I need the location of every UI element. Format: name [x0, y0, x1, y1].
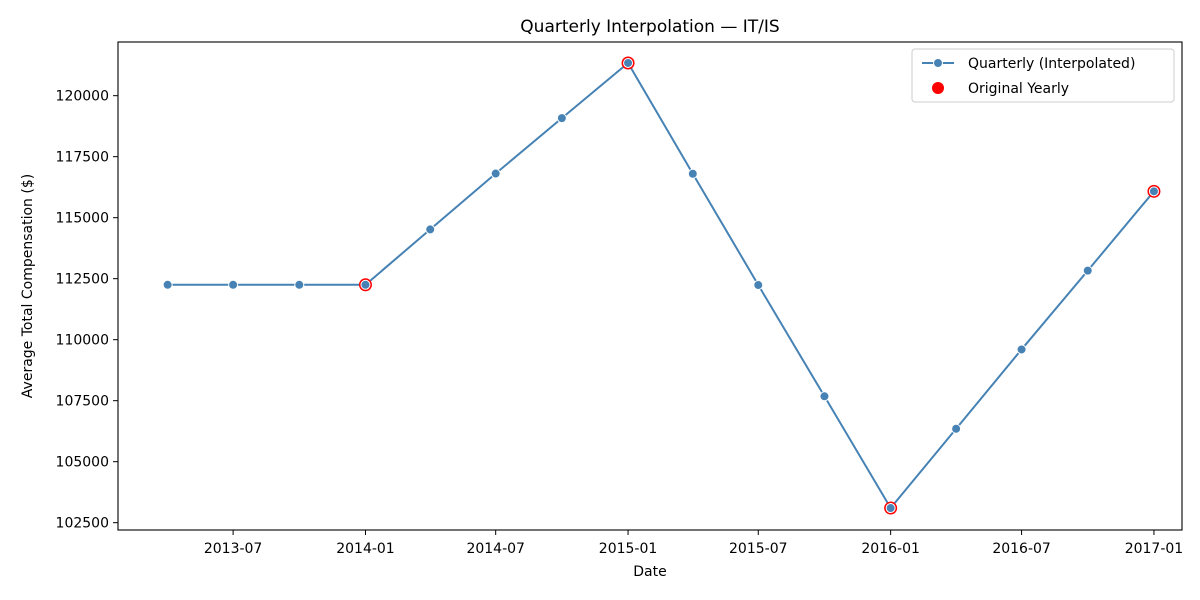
quarterly-point — [556, 113, 567, 124]
quarterly-point — [1148, 186, 1159, 197]
quarterly-point — [753, 280, 764, 291]
x-tick-label: 2017-01 — [1125, 541, 1184, 557]
plot-area — [117, 41, 1183, 531]
quarterly-point — [951, 423, 962, 434]
x-axis: 2013-07 2014-01 2014-07 2015-01 2015-07 2016-… — [204, 530, 1183, 557]
quarterly-point — [162, 279, 173, 290]
y-tick-label: 117500 — [56, 150, 109, 166]
quarterly-point — [819, 391, 830, 402]
series-layer — [162, 56, 1161, 515]
legend-label-quarterly: Quarterly (Interpolated) — [968, 56, 1135, 72]
plot-frame — [117, 41, 1183, 531]
legend-marker-yearly — [932, 82, 944, 94]
x-tick-label: 2014-07 — [466, 541, 525, 557]
quarterly-point — [228, 279, 239, 290]
legend-frame — [911, 48, 1175, 103]
x-tick-label: 2015-07 — [729, 541, 788, 557]
quarterly-point — [490, 168, 501, 179]
quarterly-point — [360, 279, 371, 290]
y-tick-label: 105000 — [56, 455, 109, 471]
quarterly-point — [1016, 344, 1027, 355]
quarterly-point — [425, 224, 436, 235]
y-tick-label: 112500 — [56, 272, 109, 288]
y-tick-label: 115000 — [56, 211, 109, 227]
y-axis-label: Average Total Compensation ($) — [20, 174, 36, 398]
y-tick-label: 102500 — [56, 516, 109, 532]
legend-label-yearly: Original Yearly — [968, 81, 1069, 97]
quarterly-point — [294, 279, 305, 290]
quarterly-point — [687, 168, 698, 179]
y-tick-label: 120000 — [56, 89, 109, 105]
x-tick-label: 2015-01 — [599, 541, 658, 557]
quarterly-point — [623, 57, 634, 68]
chart-title: Quarterly Interpolation — IT/IS — [520, 17, 779, 37]
x-tick-label: 2013-07 — [204, 541, 263, 557]
quarterly-series-line — [167, 61, 1155, 510]
x-tick-label: 2016-01 — [861, 541, 920, 557]
x-tick-label: 2016-07 — [992, 541, 1051, 557]
x-tick-label: 2014-01 — [336, 541, 395, 557]
y-axis: 102500 105000 107500 110000 112500 115000 1175… — [56, 89, 118, 532]
y-tick-label: 107500 — [56, 394, 109, 410]
x-axis-label: Date — [633, 564, 666, 580]
y-tick-label: 110000 — [56, 333, 109, 349]
quarterly-point — [1082, 265, 1093, 276]
legend-marker-sample — [933, 58, 943, 68]
legend: Quarterly (Interpolated) Original Yearly — [911, 48, 1175, 103]
quarterly-point — [885, 503, 896, 514]
